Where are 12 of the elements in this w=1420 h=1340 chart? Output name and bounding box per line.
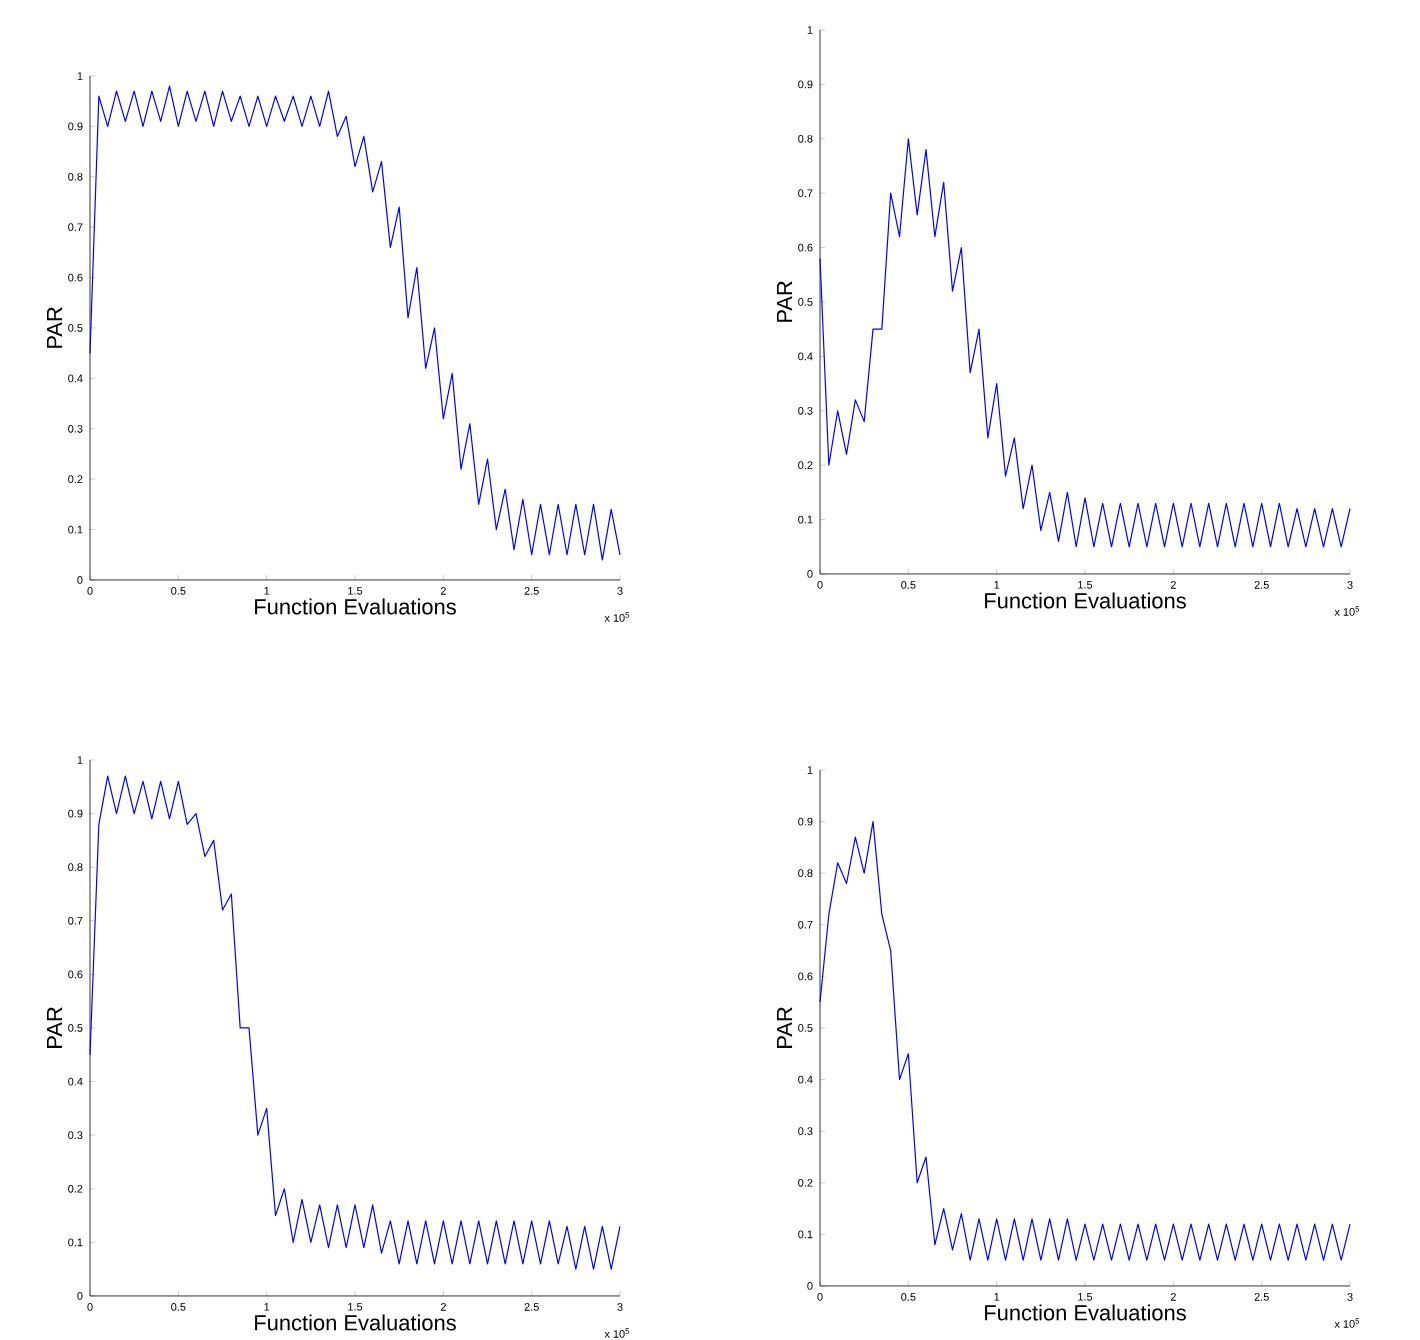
- x-axis-title: Function Evaluations: [255, 1314, 456, 1331]
- y-axis-title: PAR: [777, 1007, 793, 1048]
- y-axis-title: PAR: [47, 1007, 63, 1048]
- line-series: [819, 820, 1351, 1261]
- x-axis-title: Function Evaluations: [985, 1304, 1186, 1321]
- y-axis-title: PAR: [47, 307, 63, 348]
- x-axis-title: Function Evaluations: [255, 598, 456, 615]
- line-series: [819, 138, 1351, 548]
- y-axis-title: PAR: [777, 281, 793, 322]
- x-axis-title: Function Evaluations: [985, 592, 1186, 609]
- line-series: [89, 775, 621, 1270]
- line-series: [89, 85, 621, 561]
